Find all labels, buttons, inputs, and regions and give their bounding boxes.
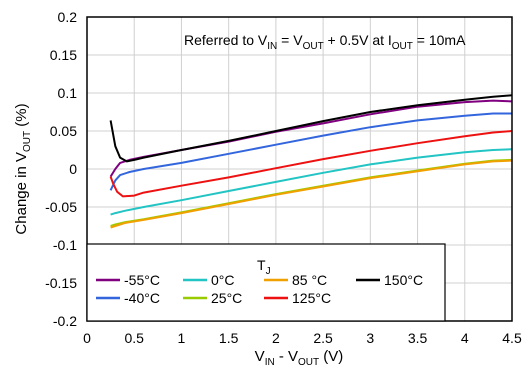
legend: TJ -55°C 0°C 85 °C 150°C -40°C 25°C 125°C: [86, 243, 446, 322]
legend-box: [86, 243, 446, 322]
y-tick-label: -0.1: [53, 237, 77, 253]
series-lines: [109, 94, 513, 229]
series-line: [110, 148, 513, 216]
x-tick-label: 0: [83, 330, 91, 346]
y-tick-label: -0.2: [53, 313, 77, 329]
x-tick-label: 3: [366, 330, 374, 346]
y-tick-labels: 0.2 0.15 0.1 0.05 0 -0.05 -0.1 -0.15 -0.2: [45, 9, 77, 329]
series-line: [109, 130, 513, 198]
y-tick-label: 0.05: [50, 123, 77, 139]
legend-label: 25°C: [211, 290, 242, 306]
x-tick-label: 4: [461, 330, 469, 346]
x-tick-label: 4.5: [502, 330, 522, 346]
series-line: [110, 159, 513, 229]
x-tick-label: 3.5: [408, 330, 428, 346]
y-tick-label: 0: [69, 161, 77, 177]
y-tick-label: 0.2: [58, 9, 78, 25]
x-tick-label: 1: [178, 330, 186, 346]
legend-label: -55°C: [124, 272, 160, 288]
x-tick-label: 2: [272, 330, 280, 346]
series-line: [109, 94, 513, 163]
legend-label: 0°C: [211, 272, 235, 288]
legend-label: -40°C: [124, 290, 160, 306]
y-tick-label: 0.15: [50, 47, 77, 63]
series-line: [110, 158, 513, 227]
x-axis-title: VIN - VOUT (V): [255, 348, 344, 368]
legend-label: 125°C: [292, 290, 331, 306]
legend-items: -55°C 0°C 85 °C 150°C -40°C 25°C 125°C: [96, 272, 423, 306]
series-line: [109, 112, 512, 191]
y-tick-label: -0.15: [45, 275, 77, 291]
legend-title: TJ: [257, 257, 271, 277]
y-tick-label: -0.05: [45, 199, 77, 215]
x-tick-label: 0.5: [124, 330, 144, 346]
legend-label: 85 °C: [292, 272, 327, 288]
x-tick-label: 1.5: [219, 330, 239, 346]
annotation: Referred to VIN = VOUT + 0.5V at IOUT = …: [184, 32, 466, 52]
x-tick-labels: 0 0.5 1 1.5 2 2.5 3 3.5 4 4.5: [83, 330, 522, 346]
y-tick-label: 0.1: [58, 85, 78, 101]
y-axis-title: Change in VOUT (%): [13, 103, 33, 234]
legend-label: 150°C: [384, 272, 423, 288]
x-tick-label: 2.5: [313, 330, 333, 346]
